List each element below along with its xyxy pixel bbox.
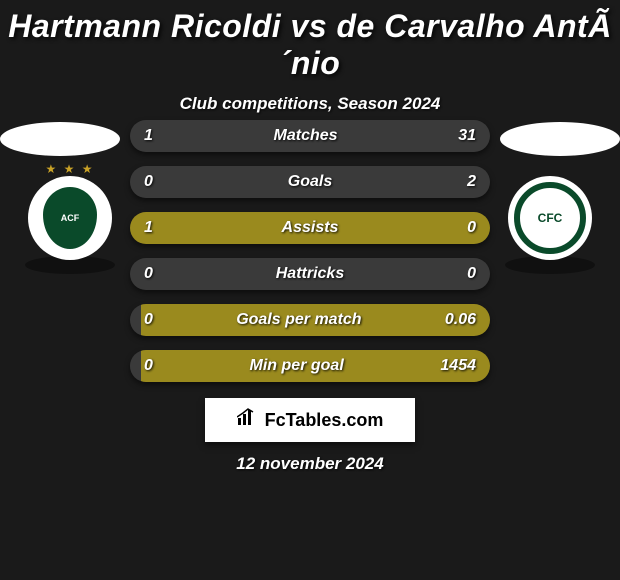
brand-badge: FcTables.com	[205, 398, 415, 442]
stat-row: 1 Assists 0	[130, 212, 490, 244]
ellipse-left	[0, 122, 120, 156]
stat-right-value: 0	[467, 265, 476, 283]
crest-left-badge: ★ ★ ★ ACF	[28, 176, 112, 260]
stat-left-value: 0	[144, 311, 153, 329]
crest-right-badge: CFC	[508, 176, 592, 260]
stat-right-value: 2	[467, 173, 476, 191]
ellipse-right	[500, 122, 620, 156]
crest-right-abbrev: CFC	[538, 211, 563, 225]
stat-right-value: 31	[458, 127, 476, 145]
stat-left-value: 0	[144, 357, 153, 375]
crest-right-inner: CFC	[514, 182, 586, 254]
brand-text: FcTables.com	[265, 410, 384, 431]
stat-label: Hattricks	[276, 265, 344, 283]
stat-label: Min per goal	[250, 357, 344, 375]
stat-label: Goals per match	[236, 311, 361, 329]
stat-left-value: 1	[144, 219, 153, 237]
stat-label: Matches	[274, 127, 338, 145]
crest-left-abbrev: ACF	[61, 213, 80, 223]
page-title: Hartmann Ricoldi vs de Carvalho AntÃ´nio	[0, 0, 620, 82]
stat-label: Goals	[288, 173, 332, 191]
stat-right-value: 1454	[440, 357, 476, 375]
crest-left: ★ ★ ★ ACF	[24, 176, 116, 268]
stat-row: 0 Goals per match 0.06	[130, 304, 490, 336]
comparison-infographic: Hartmann Ricoldi vs de Carvalho AntÃ´nio…	[0, 0, 620, 580]
stat-left-value: 1	[144, 127, 153, 145]
stars-icon: ★ ★ ★	[28, 162, 112, 176]
chart-icon	[237, 408, 259, 432]
stat-row: 0 Goals 2	[130, 166, 490, 198]
date-label: 12 november 2024	[0, 454, 620, 474]
stat-right-value: 0.06	[445, 311, 476, 329]
crest-left-inner: ACF	[41, 185, 99, 251]
page-subtitle: Club competitions, Season 2024	[0, 94, 620, 114]
stat-right-value: 0	[467, 219, 476, 237]
stat-row: 1 Matches 31	[130, 120, 490, 152]
stat-row: 0 Hattricks 0	[130, 258, 490, 290]
stat-left-value: 0	[144, 173, 153, 191]
stat-label: Assists	[282, 219, 339, 237]
stats-panel: 1 Matches 31 0 Goals 2 1 Assists 0 0 Hattricks 0 0 Go…	[130, 120, 490, 396]
crest-right: CFC	[504, 176, 596, 268]
stat-row: 0 Min per goal 1454	[130, 350, 490, 382]
stat-left-value: 0	[144, 265, 153, 283]
